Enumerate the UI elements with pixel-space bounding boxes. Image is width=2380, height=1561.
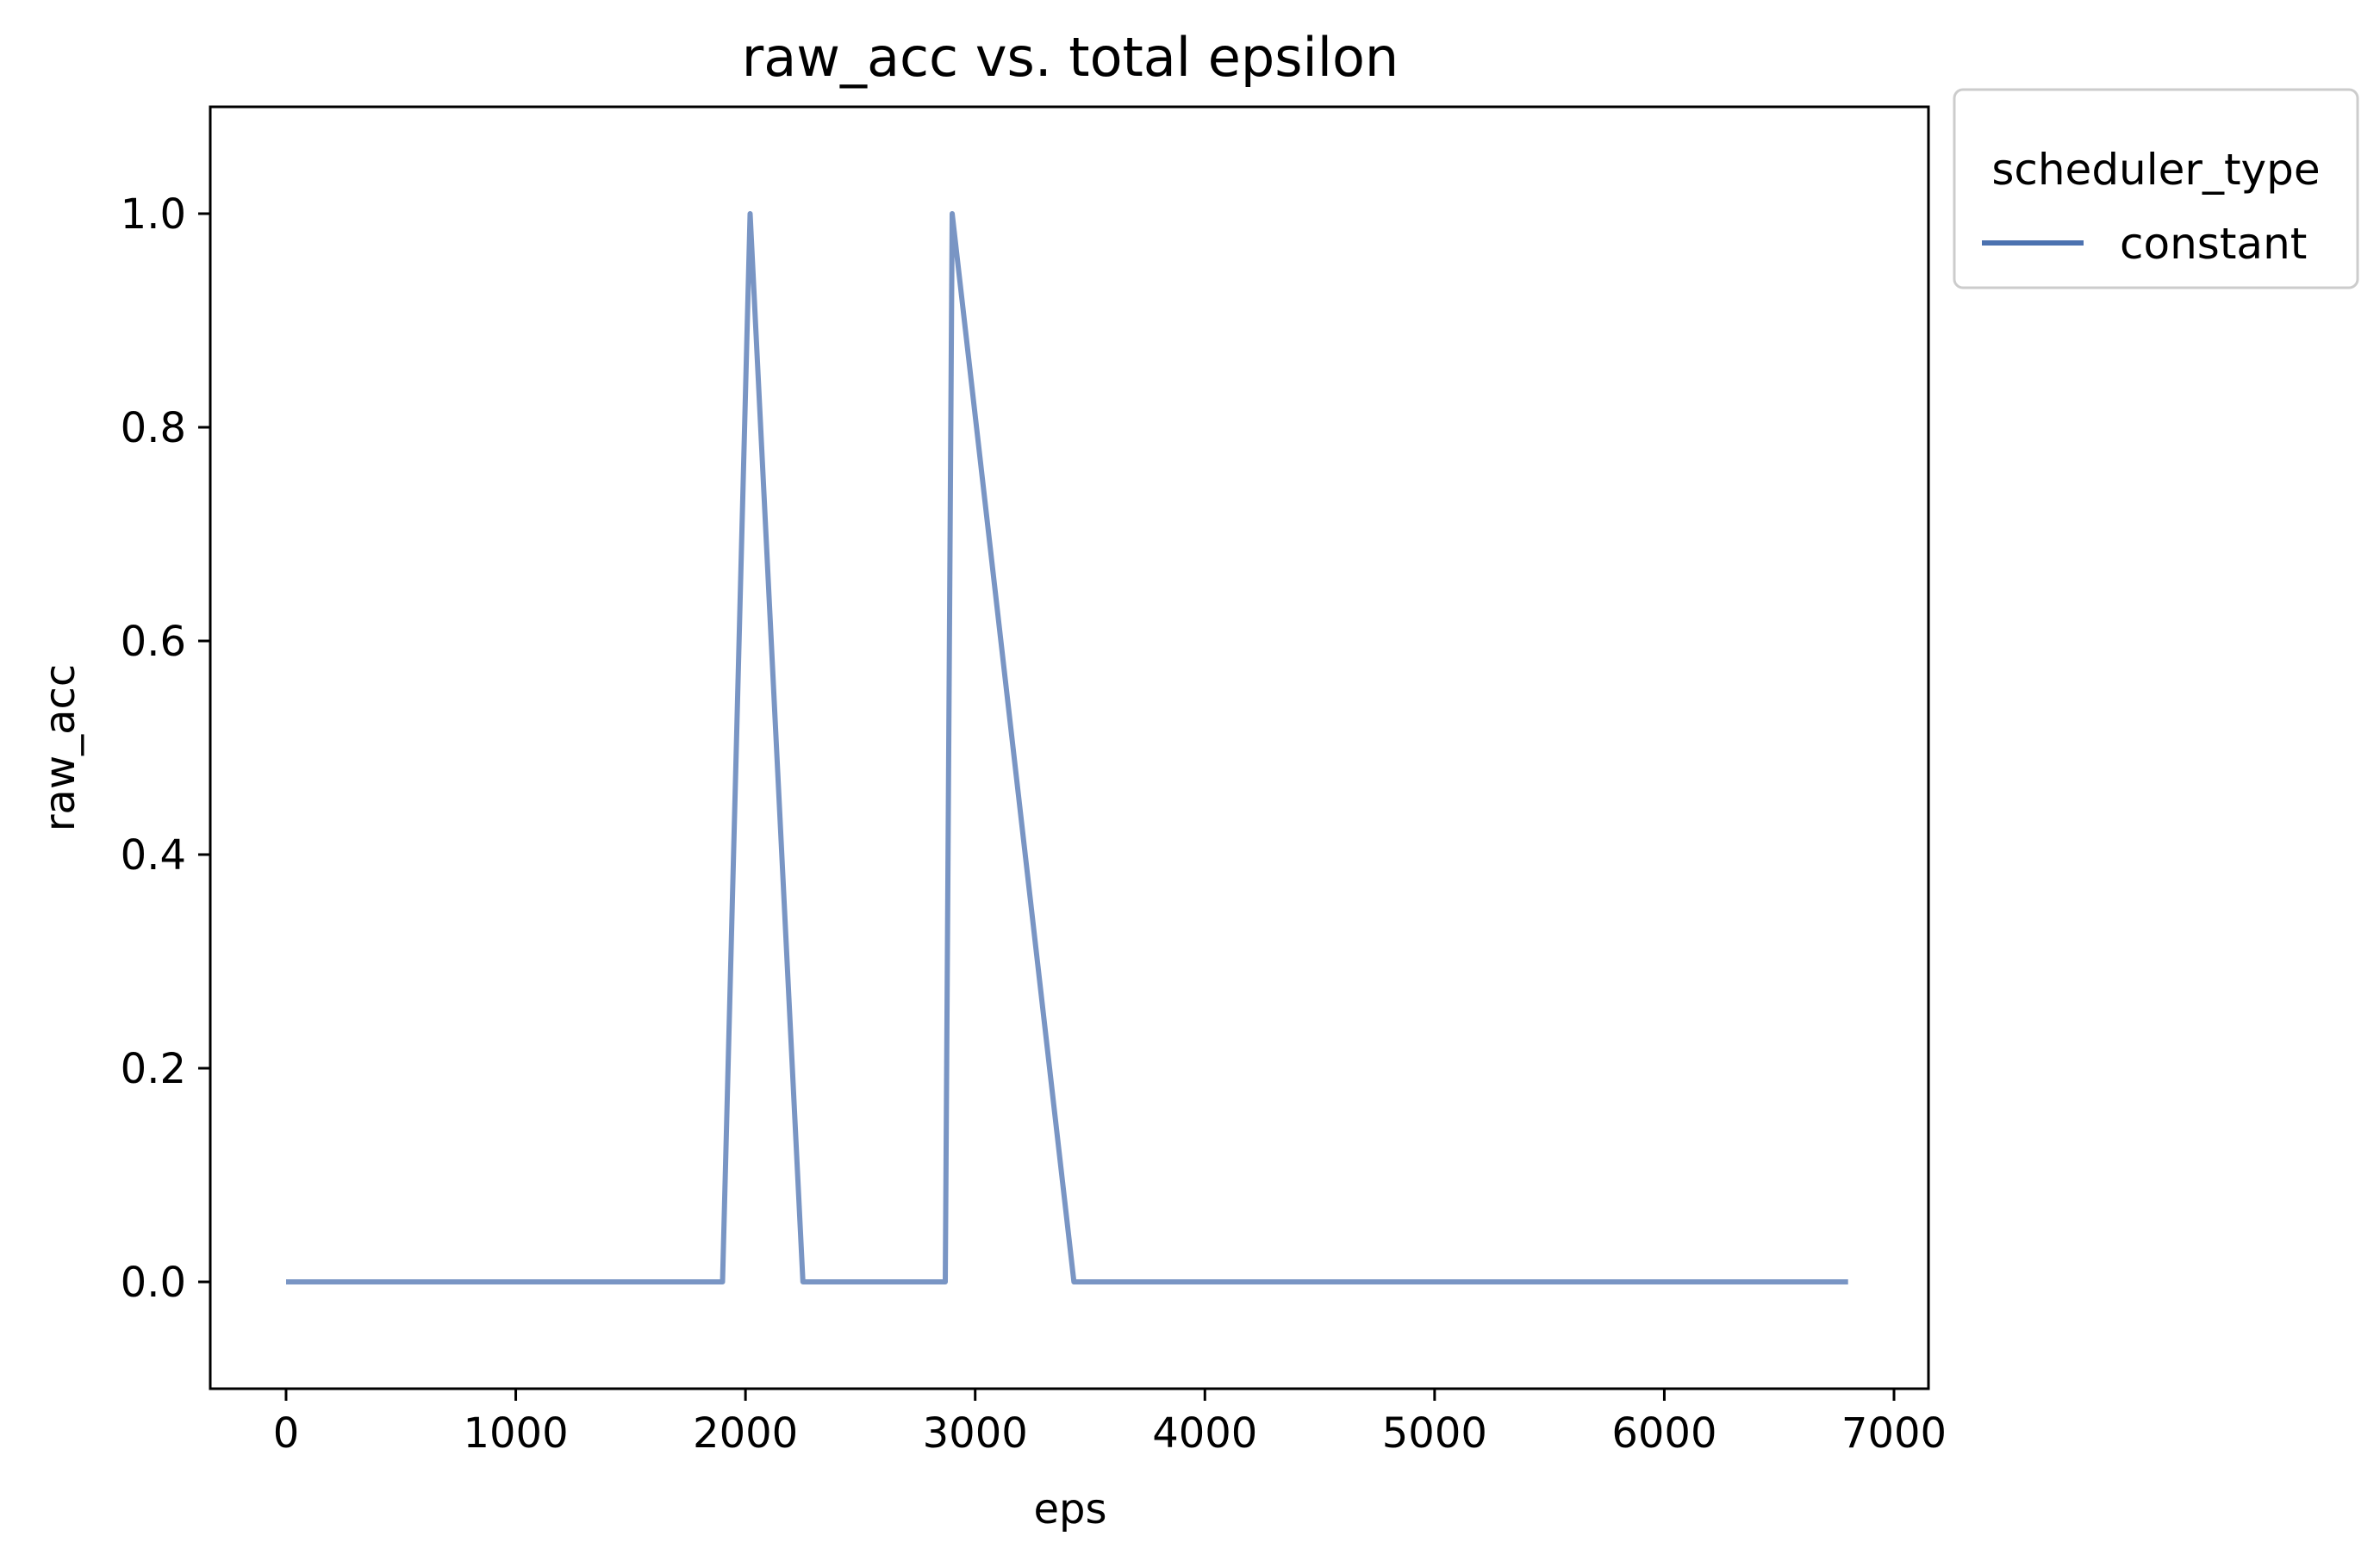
plot-area — [286, 211, 1848, 1284]
x-axis: 0 1000 2000 3000 4000 5000 6000 7000 — [273, 1389, 1947, 1458]
x-tick-label: 1000 — [463, 1409, 568, 1458]
y-tick-label: 0.8 — [121, 404, 186, 452]
chart-title: raw_acc vs. total epsilon — [742, 26, 1399, 89]
legend-box — [1953, 88, 2359, 289]
series-line-constant — [286, 211, 1848, 1284]
x-tick-label: 3000 — [923, 1409, 1028, 1458]
y-tick-label: 0.4 — [121, 831, 186, 880]
legend-title: scheduler_type — [1991, 145, 2320, 195]
x-tick-label: 2000 — [693, 1409, 798, 1458]
x-tick-label: 6000 — [1611, 1409, 1716, 1458]
x-axis-label: eps — [1033, 1485, 1106, 1533]
x-tick-label: 0 — [273, 1409, 300, 1458]
y-tick-label: 1.0 — [121, 190, 186, 239]
y-axis-label: raw_acc — [36, 664, 84, 832]
legend: scheduler_type constant — [1953, 88, 2359, 289]
y-tick-label: 0.0 — [121, 1259, 186, 1307]
x-tick-label: 7000 — [1841, 1409, 1947, 1458]
x-tick-label: 4000 — [1152, 1409, 1257, 1458]
x-tick-label: 5000 — [1382, 1409, 1487, 1458]
legend-entry-constant: constant — [2120, 219, 2307, 269]
y-axis: 0.0 0.2 0.4 0.6 0.8 1.0 — [121, 190, 210, 1307]
axes-frame — [209, 105, 1930, 1390]
y-tick-label: 0.2 — [121, 1045, 186, 1093]
y-tick-label: 0.6 — [121, 618, 186, 666]
